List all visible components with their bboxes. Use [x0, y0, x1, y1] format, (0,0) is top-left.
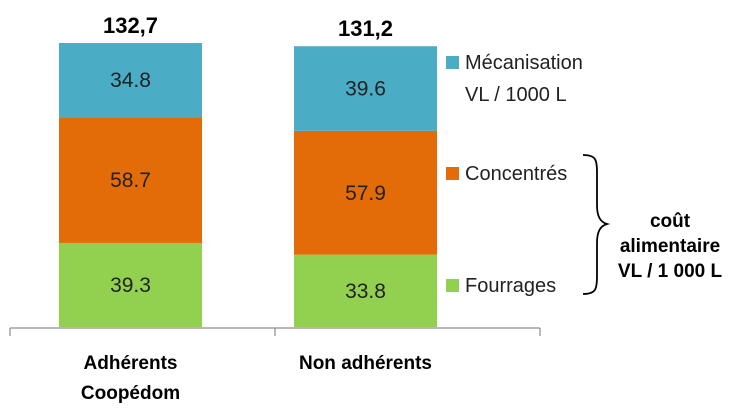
legend-swatch-fourrages	[446, 279, 459, 292]
legend-label: Mécanisation	[465, 52, 583, 74]
bar-segment-concentrés-1	[294, 130, 437, 255]
legend-label: Concentrés	[465, 163, 567, 185]
bars-group: 39.3 58.7 34.8 33.8 57.9 39.6	[59, 43, 437, 327]
curly-brace-icon	[582, 154, 611, 295]
totals-group: 132,7 131,2	[103, 13, 393, 41]
annotation-line: VL / 1 000 L	[618, 261, 723, 282]
total-label: 132,7	[103, 13, 158, 38]
data-label: 39.6	[345, 78, 386, 101]
bracket-annotation: coût alimentaire VL / 1 000 L	[582, 154, 723, 295]
legend-swatch-mécanisation	[446, 56, 459, 69]
data-label: 58.7	[110, 169, 151, 192]
bar-segment-concentrés-0	[59, 117, 202, 243]
annotation-line: alimentaire	[620, 236, 720, 257]
x-axis	[9, 327, 541, 336]
bar-segment-mécanisation-0	[59, 43, 202, 118]
legend: Fourrages Concentrés Mécanisation VL / 1000…	[446, 52, 583, 297]
category-label: Non adhérents	[299, 353, 432, 374]
data-label: 34.8	[110, 69, 151, 92]
data-label: 57.9	[345, 182, 386, 205]
legend-label-line2: VL / 1000 L	[465, 84, 567, 106]
category-label: Adhérents	[84, 353, 178, 374]
total-label: 131,2	[338, 16, 393, 41]
legend-label: Fourrages	[465, 275, 556, 297]
bar-segment-mécanisation-1	[294, 46, 437, 131]
data-label: 33.8	[345, 280, 386, 303]
annotation-line: coût	[650, 211, 691, 232]
data-label: 39.3	[110, 274, 151, 297]
legend-swatch-concentrés	[446, 167, 459, 180]
category-label: Coopédom	[81, 383, 180, 404]
category-labels: Adhérents Coopédom Non adhérents	[81, 353, 432, 404]
bar-segment-fourrages-0	[59, 242, 202, 327]
bar-segment-fourrages-1	[294, 254, 437, 327]
